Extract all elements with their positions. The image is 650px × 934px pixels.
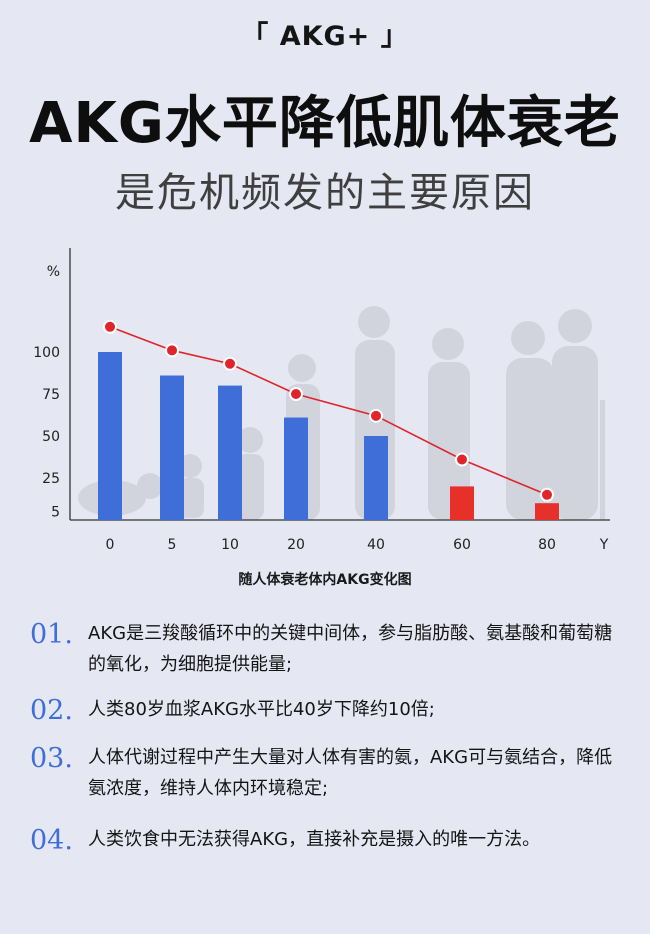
trend-point [165,343,179,358]
bar [535,503,559,520]
y-tick-label: 100 [33,345,60,361]
x-tick-label: 20 [287,537,305,553]
x-tick-label: 10 [221,537,239,553]
chart-caption: 随人体衰老体内AKG变化图 [238,572,412,588]
x-tick-label: 40 [367,537,385,553]
point-item: 02. 人类80岁血浆AKG水平比40岁下降约10倍; [30,694,620,728]
page-subtitle: 是危机频发的主要原因 [115,170,535,216]
trend-point [223,356,237,371]
bar [450,486,474,520]
y-tick-label: 50 [42,429,60,445]
point-number: 02. [30,695,73,726]
brand-tag: 「 AKG+ 」 [241,21,409,52]
aging-silhouettes [78,306,605,520]
point-text: 人类80岁血浆AKG水平比40岁下降约10倍; [88,699,435,720]
trend-point [103,319,117,334]
bar [98,352,122,520]
x-unit-label: Y [599,537,609,553]
line-series [103,319,554,502]
bar [160,375,184,520]
y-tick-label: 5 [51,505,60,521]
page-title: AKG水平降低肌体衰老 [29,91,621,156]
x-tick-label: 60 [453,537,471,553]
point-number: 04. [30,825,73,856]
trend-point [455,452,469,467]
bar-series [98,352,559,520]
key-points-list: 01. AKG是三羧酸循环中的关键中间体，参与脂肪酸、氨基酸和葡萄糖的氧化，为细… [30,618,620,872]
point-number: 01. [30,619,73,650]
akg-chart: 5 25 50 75 100% 0 5 10 20 40 60 80 Y [33,248,610,553]
x-tick-label: 80 [538,537,556,553]
point-item: 01. AKG是三羧酸循环中的关键中间体，参与脂肪酸、氨基酸和葡萄糖的氧化，为细… [30,618,620,680]
trend-point [289,387,303,401]
x-tick-label: 0 [106,537,115,553]
point-number: 03. [30,743,73,774]
axis-labels: 5 25 50 75 100% 0 5 10 20 40 60 80 Y [33,264,608,553]
point-text: AKG是三羧酸循环中的关键中间体，参与脂肪酸、氨基酸和葡萄糖的氧化，为细胞提供能… [88,623,613,675]
trend-point [369,408,383,423]
trend-point [540,487,554,502]
point-text: 人体代谢过程中产生大量对人体有害的氨，AKG可与氨结合，降低氨浓度，维持人体内环… [88,747,613,799]
bar [284,417,308,520]
y-tick-label: 25 [42,471,60,487]
y-unit-label: % [47,264,60,280]
point-text: 人类饮食中无法获得AKG，直接补充是摄入的唯一方法。 [88,829,541,850]
bar [218,385,242,520]
y-tick-label: 75 [42,387,60,403]
point-item: 03. 人体代谢过程中产生大量对人体有害的氨，AKG可与氨结合，降低氨浓度，维持… [30,742,620,804]
x-tick-label: 5 [168,537,177,553]
bar [364,436,388,520]
point-item: 04. 人类饮食中无法获得AKG，直接补充是摄入的唯一方法。 [30,824,620,858]
